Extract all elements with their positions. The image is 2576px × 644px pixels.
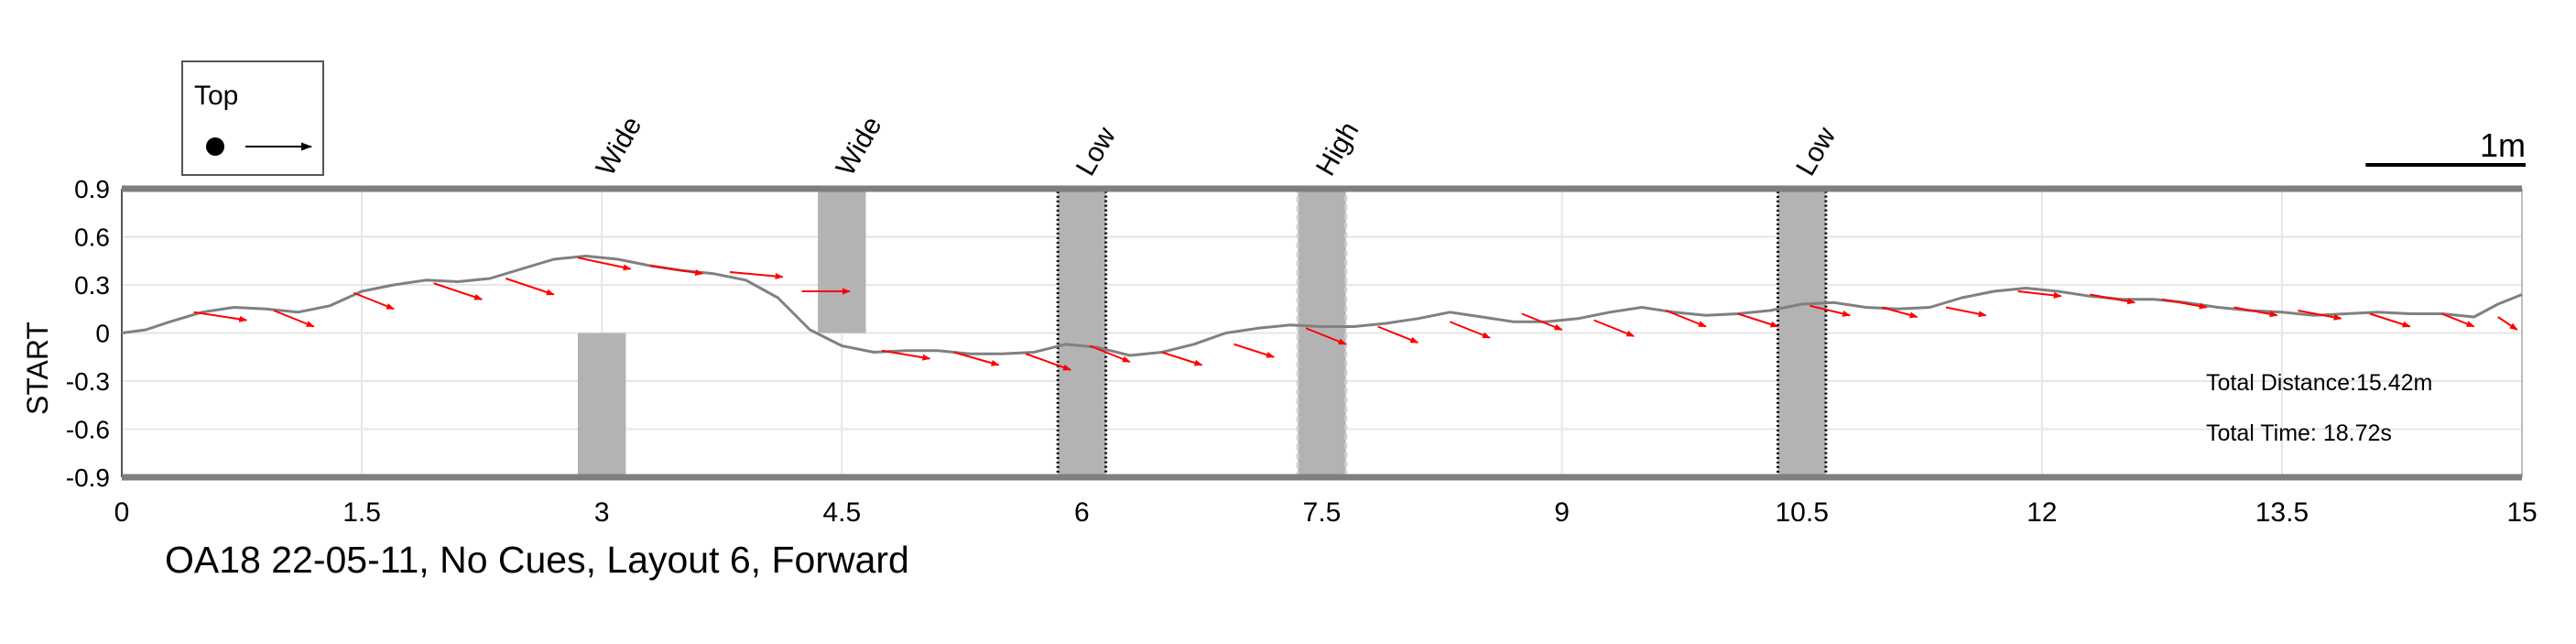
heading-arrow-0 bbox=[193, 311, 248, 322]
x-tick-label-6: 9 bbox=[1554, 497, 1570, 528]
heading-arrow-2 bbox=[353, 291, 395, 311]
y-tick-label-5: -0.6 bbox=[66, 416, 110, 444]
x-tick-label-2: 3 bbox=[594, 497, 610, 528]
y-tick-label-3: 0 bbox=[95, 320, 110, 348]
heading-arrow-31 bbox=[2441, 312, 2475, 328]
heading-arrow-5 bbox=[577, 257, 632, 271]
x-tick-labels: 0 1.5 3 4.5 6 7.5 9 10.5 12 13.5 15 bbox=[114, 497, 2538, 528]
heading-arrow-14 bbox=[1234, 343, 1276, 358]
y-axis-label: START bbox=[21, 322, 54, 415]
heading-arrow-12 bbox=[1089, 344, 1131, 363]
path-boundaries bbox=[122, 185, 2522, 481]
x-tick-label-8: 12 bbox=[2027, 497, 2057, 528]
x-tick-label-10: 15 bbox=[2506, 497, 2537, 528]
scale-bar-label: 1m bbox=[2480, 126, 2526, 164]
obstacle-low-2 bbox=[1056, 187, 1108, 479]
heading-arrow-16 bbox=[1377, 325, 1419, 344]
heading-arrow-27 bbox=[2161, 298, 2208, 310]
heading-arrow-21 bbox=[1737, 312, 1779, 328]
heading-arrow-22 bbox=[1810, 304, 1852, 317]
legend: Top bbox=[181, 60, 324, 176]
heading-arrow-19 bbox=[1593, 319, 1636, 337]
obstacle-wide-0 bbox=[577, 333, 626, 477]
x-tick-label-0: 0 bbox=[114, 497, 130, 528]
heading-arrow-7 bbox=[729, 271, 784, 280]
x-tick-label-9: 13.5 bbox=[2255, 497, 2309, 528]
heading-arrow-25 bbox=[2017, 290, 2062, 299]
legend-position-marker bbox=[206, 137, 224, 156]
heading-arrow-6 bbox=[649, 265, 704, 277]
obstacles: Wide Wide Low High Low bbox=[577, 112, 1842, 479]
heading-arrow-23 bbox=[1881, 306, 1918, 319]
x-tick-label-1: 1.5 bbox=[342, 497, 381, 528]
obstacle-wide-1 bbox=[818, 189, 866, 333]
obstacle-label-3: High bbox=[1310, 117, 1364, 181]
heading-arrow-3 bbox=[433, 282, 484, 300]
heading-arrow-1 bbox=[273, 310, 315, 328]
obstacle-high-3 bbox=[1296, 187, 1348, 479]
heading-arrow-17 bbox=[1449, 321, 1491, 339]
obstacle-low-4 bbox=[1776, 187, 1828, 479]
heading-arrows bbox=[193, 257, 2518, 371]
heading-arrow-30 bbox=[2369, 312, 2411, 328]
y-tick-label-4: -0.3 bbox=[66, 367, 110, 396]
heading-arrow-28 bbox=[2234, 306, 2278, 318]
heading-arrow-32 bbox=[2497, 316, 2518, 331]
obstacle-label-2: Low bbox=[1071, 122, 1122, 180]
x-tick-label-7: 10.5 bbox=[1776, 497, 1829, 528]
heading-arrow-26 bbox=[2090, 293, 2136, 305]
heading-arrow-15 bbox=[1305, 327, 1347, 345]
heading-arrow-9 bbox=[881, 349, 931, 361]
y-tick-label-1: 0.6 bbox=[74, 224, 110, 252]
heading-arrow-29 bbox=[2298, 310, 2342, 321]
heading-arrow-18 bbox=[1521, 312, 1563, 331]
total-distance-annotation: Total Distance:15.42m bbox=[2206, 370, 2432, 396]
heading-arrow-11 bbox=[1025, 353, 1072, 371]
obstacle-label-4: Low bbox=[1790, 122, 1842, 180]
heading-arrow-13 bbox=[1161, 351, 1203, 366]
y-tick-label-6: -0.9 bbox=[66, 464, 110, 492]
y-tick-label-0: 0.9 bbox=[74, 175, 110, 203]
x-tick-label-4: 6 bbox=[1074, 497, 1090, 528]
y-tick-label-2: 0.3 bbox=[74, 271, 110, 300]
y-tick-labels: 0.9 0.6 0.3 0 -0.3 -0.6 -0.9 bbox=[66, 175, 110, 492]
heading-arrow-4 bbox=[505, 278, 555, 296]
heading-arrow-20 bbox=[1665, 310, 1707, 328]
obstacle-label-1: Wide bbox=[831, 112, 888, 181]
x-tick-label-5: 7.5 bbox=[1303, 497, 1342, 528]
obstacle-label-0: Wide bbox=[591, 112, 648, 181]
heading-arrow-10 bbox=[953, 351, 1000, 366]
legend-label: Top bbox=[194, 81, 238, 111]
total-time-annotation: Total Time: 18.72s bbox=[2206, 420, 2392, 446]
chart-title: OA18 22-05-11, No Cues, Layout 6, Forwar… bbox=[165, 539, 909, 581]
legend-box bbox=[181, 60, 324, 176]
heading-arrow-24 bbox=[1945, 306, 1987, 318]
scale-bar: 1m bbox=[2365, 126, 2526, 167]
x-tick-label-3: 4.5 bbox=[822, 497, 861, 528]
